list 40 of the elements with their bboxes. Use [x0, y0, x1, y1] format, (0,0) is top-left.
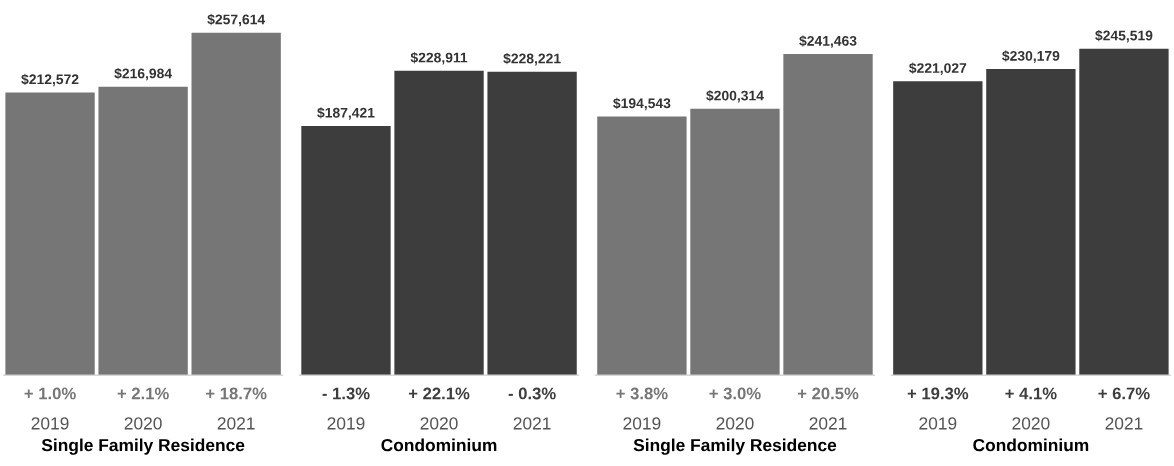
data-label: $212,572 — [21, 73, 79, 87]
x-tick-label: 2019 — [327, 417, 365, 430]
x-tick-label: 2019 — [623, 417, 661, 430]
x-tick-label: 2020 — [1012, 417, 1050, 430]
data-label: $230,179 — [1002, 50, 1060, 63]
data-label: $221,027 — [909, 62, 967, 75]
data-label: $194,543 — [613, 97, 671, 111]
x-axis-title: Single Family Residence — [41, 438, 245, 455]
data-label: $216,984 — [114, 67, 172, 81]
text: + 6.7% — [1098, 387, 1150, 400]
x-axis-title: Condominium — [381, 438, 497, 452]
data-label: $228,221 — [503, 52, 561, 66]
data-label: $241,463 — [799, 35, 857, 48]
x-tick-label: 2019 — [31, 417, 69, 430]
x-axis-title: Condominium — [973, 438, 1089, 452]
data-label: $245,519 — [1095, 29, 1153, 43]
text: + 4.1% — [1005, 387, 1057, 400]
text: + 3.8% — [616, 387, 668, 400]
x-tick-label: 2020 — [124, 417, 162, 430]
data-label: $228,911 — [410, 52, 468, 65]
x-tick-label: 2021 — [217, 417, 255, 430]
x-tick-label: 2020 — [716, 417, 754, 430]
data-label: $187,421 — [317, 107, 375, 120]
text: + 20.5% — [797, 387, 859, 400]
text: + 22.1% — [408, 387, 470, 400]
x-tick-label: 2021 — [513, 417, 551, 430]
text: + 18.7% — [206, 387, 267, 400]
text: + 2.1% — [117, 387, 169, 400]
x-tick-label: 2021 — [809, 417, 847, 430]
text: + 1.0% — [24, 387, 76, 400]
data-label: $200,314 — [706, 90, 764, 103]
x-axis-title: Single Family Residence — [633, 438, 837, 455]
x-tick-label: 2021 — [1105, 417, 1143, 430]
data-label: $257,614 — [207, 13, 266, 27]
text: + 3.0% — [709, 387, 761, 400]
text: + 19.3% — [907, 387, 969, 400]
x-tick-label: 2019 — [919, 417, 957, 430]
text: - 1.3% — [322, 387, 370, 400]
text: - 0.3% — [508, 387, 556, 400]
x-tick-label: 2020 — [420, 417, 458, 430]
